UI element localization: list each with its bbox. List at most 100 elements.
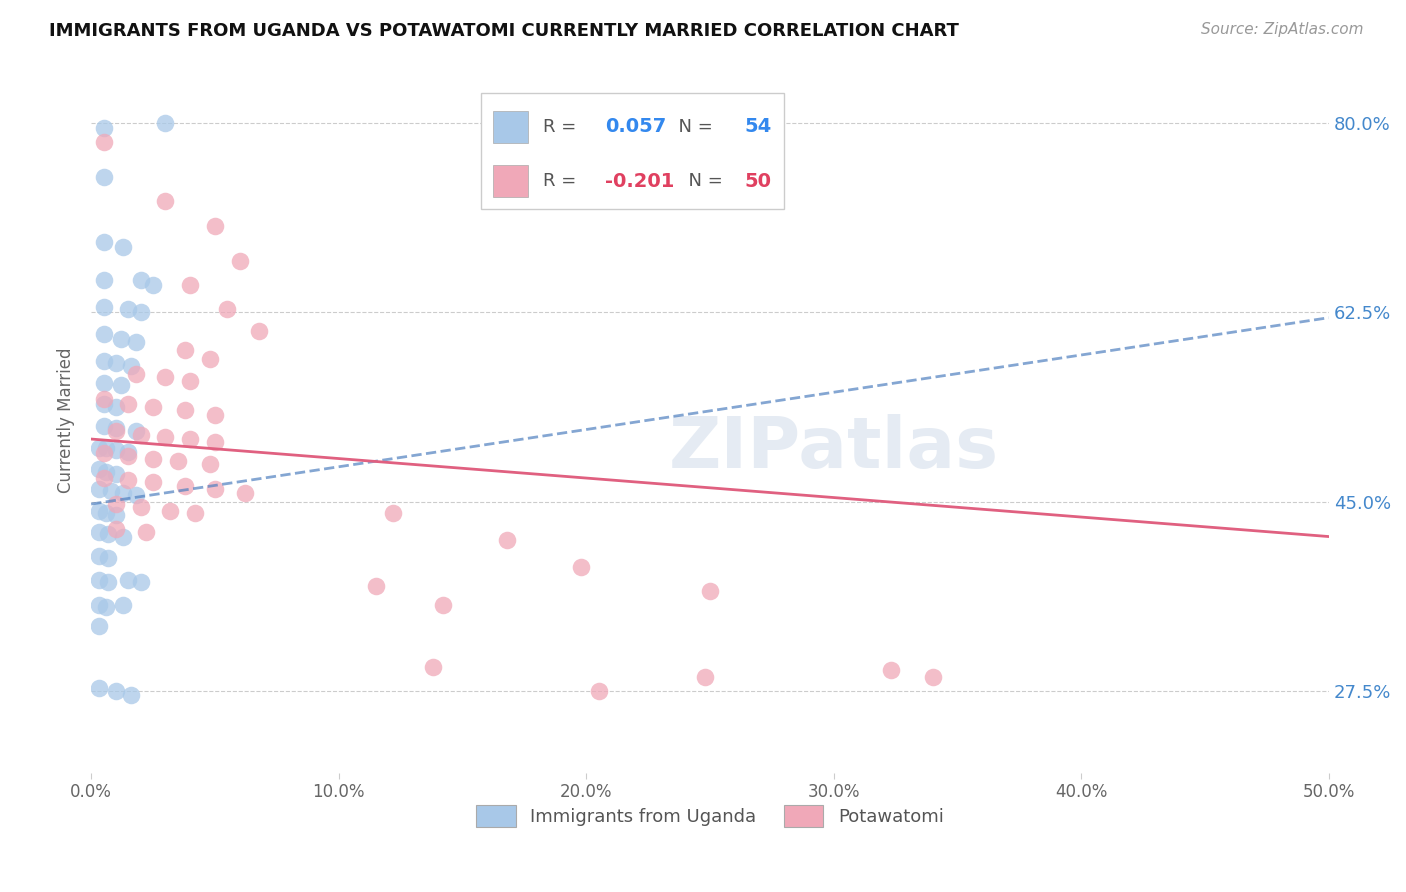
Point (87, 549, 110, 563)
Point (432, 598, 454, 612)
Point (97, 575, 120, 590)
Text: R =: R = (543, 118, 582, 136)
Point (364, 579, 387, 593)
Point (179, 278, 201, 293)
Point (94, 506, 117, 520)
Point (699, 583, 721, 598)
Point (117, 397, 139, 411)
Point (93, 235, 115, 249)
Point (93, 376, 115, 390)
Point (94, 465, 117, 479)
Point (198, 457, 221, 471)
Point (125, 488, 148, 502)
Point (104, 522, 127, 536)
Point (117, 445, 139, 459)
Point (117, 573, 139, 587)
Point (129, 575, 152, 590)
Point (93, 392, 115, 406)
Point (129, 305, 152, 319)
Point (142, 475, 165, 490)
Point (104, 421, 127, 435)
Point (184, 506, 207, 520)
Point (87, 525, 110, 540)
Point (129, 273, 152, 287)
Point (588, 684, 610, 698)
Point (87, 482, 110, 496)
Point (110, 377, 132, 392)
Point (112, 486, 135, 500)
Text: 54: 54 (745, 118, 772, 136)
Point (228, 254, 250, 268)
Point (204, 408, 226, 422)
Point (93, 419, 115, 434)
Point (104, 508, 127, 522)
Point (104, 684, 127, 698)
Text: Source: ZipAtlas.com: Source: ZipAtlas.com (1201, 22, 1364, 37)
Text: IMMIGRANTS FROM UGANDA VS POTAWATOMI CURRENTLY MARRIED CORRELATION CHART: IMMIGRANTS FROM UGANDA VS POTAWATOMI CUR… (49, 22, 959, 40)
Point (93, 397, 115, 411)
Point (93, 326, 115, 341)
Text: R =: R = (543, 172, 582, 190)
Point (204, 435, 226, 450)
Point (87, 441, 110, 455)
Point (97, 527, 120, 541)
Point (125, 425, 148, 439)
Point (125, 334, 148, 349)
Point (94, 441, 117, 455)
Point (100, 484, 122, 499)
Point (174, 343, 197, 358)
Point (179, 374, 201, 388)
Point (93, 471, 115, 485)
Point (879, 663, 901, 677)
Point (117, 473, 139, 487)
Point (155, 116, 177, 130)
Point (87, 573, 110, 587)
Point (87, 462, 110, 476)
Point (93, 354, 115, 368)
Point (135, 525, 157, 540)
Point (142, 400, 165, 414)
FancyBboxPatch shape (481, 93, 785, 210)
Point (125, 367, 148, 381)
Point (382, 506, 405, 520)
Point (233, 486, 256, 500)
Point (94, 599, 117, 614)
Point (129, 500, 152, 515)
Point (104, 467, 127, 481)
Point (921, 670, 943, 684)
Text: 0.057: 0.057 (605, 118, 666, 136)
FancyBboxPatch shape (494, 165, 529, 197)
Point (179, 432, 201, 446)
Point (87, 503, 110, 517)
Point (104, 442, 127, 457)
Point (174, 478, 197, 492)
Point (155, 194, 177, 208)
Point (142, 451, 165, 466)
Point (142, 278, 165, 293)
Point (104, 356, 127, 370)
Point (93, 273, 115, 287)
Point (104, 400, 127, 414)
Point (159, 503, 181, 517)
Point (112, 598, 135, 612)
Point (112, 240, 135, 254)
Point (87, 619, 110, 633)
Point (104, 425, 127, 439)
Legend: Immigrants from Uganda, Potawatomi: Immigrants from Uganda, Potawatomi (470, 797, 950, 834)
FancyBboxPatch shape (494, 112, 529, 143)
Point (87, 681, 110, 696)
Point (569, 560, 592, 574)
Point (198, 351, 221, 366)
Y-axis label: Currently Married: Currently Married (58, 348, 75, 493)
Point (93, 446, 115, 460)
Point (117, 450, 139, 464)
Point (496, 533, 519, 547)
Point (87, 598, 110, 612)
Point (120, 359, 142, 374)
Text: 50: 50 (745, 171, 772, 191)
Point (129, 427, 152, 442)
Point (422, 659, 444, 673)
Point (155, 370, 177, 384)
Point (104, 497, 127, 511)
Point (155, 430, 177, 444)
